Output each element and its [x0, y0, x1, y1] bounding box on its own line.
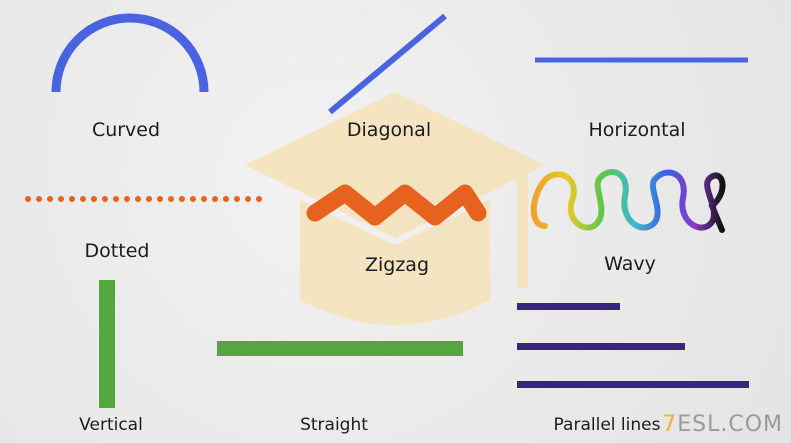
parallel-line-2 [517, 343, 685, 350]
straight-line [217, 341, 463, 356]
curved-line [51, 13, 209, 93]
label-curved: Curved [91, 119, 161, 141]
label-vertical: Vertical [79, 415, 143, 435]
wavy-line [530, 169, 726, 233]
label-straight: Straight [300, 415, 368, 435]
watermark-text: ESL.COM [677, 412, 783, 437]
vertical-line [99, 280, 115, 408]
parallel-line-3 [517, 381, 749, 388]
label-wavy: Wavy [604, 253, 656, 275]
diagonal-line [328, 13, 447, 115]
parallel-lines [517, 303, 749, 388]
label-diagonal: Diagonal [346, 119, 432, 141]
zigzag-line [306, 184, 487, 226]
label-dotted: Dotted [84, 240, 150, 262]
watermark-accent: 7 [662, 412, 678, 437]
parallel-line-1 [517, 303, 620, 310]
label-zigzag: Zigzag [364, 254, 430, 276]
site-watermark: 7ESL.COM [662, 412, 783, 437]
label-horizontal: Horizontal [588, 119, 686, 141]
label-parallel-lines: Parallel lines [553, 415, 661, 435]
